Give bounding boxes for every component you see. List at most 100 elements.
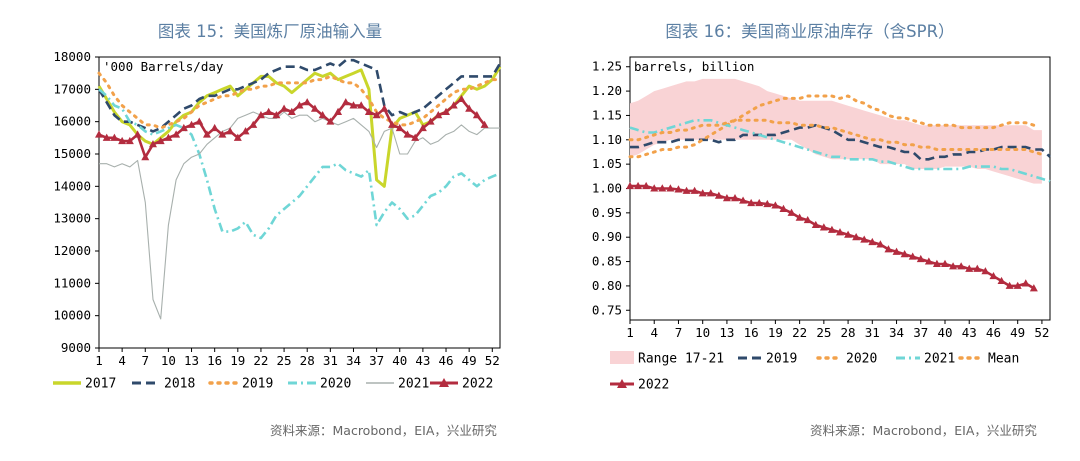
series-2022-point: [747, 198, 756, 207]
series-2022-point: [690, 186, 699, 194]
series-2022-point: [110, 133, 119, 141]
series-2022-point: [755, 198, 764, 207]
legend-2019-label: 2019: [242, 377, 273, 392]
series-2022-point: [295, 101, 304, 109]
series-2022-point: [318, 111, 327, 119]
left-chart-svg: 9000 10000 11000 12000 13000 14000 15000 16000 1…: [53, 49, 502, 392]
series-2022-point: [844, 230, 853, 238]
series-2022-point: [349, 101, 358, 109]
series-2022-point: [102, 133, 111, 141]
y-tick-label: 0.85: [592, 254, 622, 269]
series-2022-point: [141, 153, 150, 161]
left-chart-title: 图表 15：美国炼厂原油输入量: [157, 22, 383, 41]
series-2022-point: [876, 240, 885, 248]
legend-range-17-21-swatch: [610, 351, 634, 364]
x-tick-label: 28: [300, 353, 315, 368]
series-2022-point: [997, 276, 1006, 285]
legend-2021-label: 2021: [924, 352, 955, 367]
series-2022-point: [900, 250, 909, 258]
x-tick-label: 1: [626, 325, 634, 340]
series-2022-point: [666, 184, 675, 192]
series-2022-point: [256, 111, 265, 119]
y-tick-label: 16000: [53, 114, 91, 129]
series-2022-point: [202, 130, 211, 138]
x-tick-label: 19: [768, 325, 783, 340]
series-2022-point: [125, 136, 134, 145]
legend-2020-label: 2020: [320, 377, 351, 392]
series-2022-point: [924, 257, 933, 265]
series-2021-line: [629, 119, 1051, 183]
series-2022-point: [418, 123, 427, 132]
series-2022-point: [626, 181, 634, 190]
series-2022-point: [411, 133, 420, 141]
x-tick-label: 1: [95, 353, 103, 368]
x-tick-label: 28: [841, 325, 856, 340]
y-tick-label: 1.25: [592, 59, 622, 74]
legend-2022-label: 2022: [462, 377, 493, 392]
series-2022-point: [787, 208, 796, 216]
x-tick-label: 13: [719, 325, 734, 340]
y-tick-label: 13000: [53, 211, 91, 226]
y-tick-label: 17000: [53, 81, 91, 96]
x-tick-label: 40: [392, 353, 407, 368]
series-2022-point: [811, 220, 820, 229]
x-tick-label: 31: [323, 353, 338, 368]
series-2022-point: [860, 235, 869, 243]
legend-2022-label: 2022: [638, 378, 669, 393]
legend-2019-label: 2019: [766, 352, 797, 367]
series-2022-point: [310, 104, 319, 112]
series-2022-point: [218, 130, 227, 138]
series-2022-point: [819, 223, 828, 231]
x-tick-label: 4: [650, 325, 658, 340]
series-2017-line: [97, 65, 502, 188]
series-2022-point: [187, 120, 196, 128]
series-2022-point: [932, 259, 941, 267]
series-2022-point: [465, 104, 474, 112]
series-2022-point: [195, 117, 204, 125]
series-2022-point: [334, 107, 343, 115]
series-2022-point: [1005, 281, 1014, 289]
series-2021-line: [99, 111, 500, 320]
series-2022-point: [457, 94, 466, 103]
left-source-note: 资料来源：Macrobond，EIA，兴业研究: [270, 423, 497, 438]
left-chart-panel: 图表 15：美国炼厂原油输入量 9000 10000 11000 12000 13000…: [53, 22, 502, 438]
plot-frame: [98, 56, 501, 349]
x-tick-label: 13: [184, 353, 199, 368]
series-2022-point: [287, 107, 296, 115]
series-2022-point: [634, 181, 643, 190]
legend-2022-marker: [439, 378, 449, 387]
series-2022-point: [957, 262, 966, 270]
series-2019-line: [97, 71, 502, 130]
series-2022-point: [395, 123, 404, 132]
series-2022-point: [650, 184, 659, 192]
x-tick-label: 40: [937, 325, 952, 340]
series-2022-point: [156, 136, 165, 145]
series-2022-point: [973, 264, 982, 272]
legend-2017-label: 2017: [85, 377, 116, 392]
series-2022-point: [908, 252, 917, 260]
legend-2020-label: 2020: [846, 352, 877, 367]
x-tick-label: 34: [889, 325, 904, 340]
y-tick-label: 14000: [53, 178, 91, 193]
series-2022-point: [642, 181, 651, 190]
series-2022-point: [442, 107, 451, 115]
y-tick-label: 1.10: [592, 132, 622, 147]
series-2022-point: [884, 245, 893, 253]
x-tick-label: 52: [485, 353, 500, 368]
x-tick-label: 49: [1010, 325, 1025, 340]
x-tick-label: 10: [695, 325, 710, 340]
series-2022-point: [303, 98, 312, 106]
series-mean-line: [628, 118, 1044, 156]
y-tick-label: 1.15: [592, 107, 622, 122]
series-2022-point: [1029, 284, 1038, 292]
x-tick-label: 19: [230, 353, 245, 368]
series-2022-point: [989, 271, 998, 280]
legend-2021-label: 2021: [398, 377, 429, 392]
series-2022-point: [434, 111, 443, 119]
x-tick-label: 22: [792, 325, 807, 340]
series-2022-point: [981, 267, 990, 275]
series-2022-point: [682, 186, 691, 194]
series-2020-line: [628, 94, 1036, 159]
series-2018-line: [97, 58, 502, 133]
series-2022-point: [674, 185, 683, 193]
